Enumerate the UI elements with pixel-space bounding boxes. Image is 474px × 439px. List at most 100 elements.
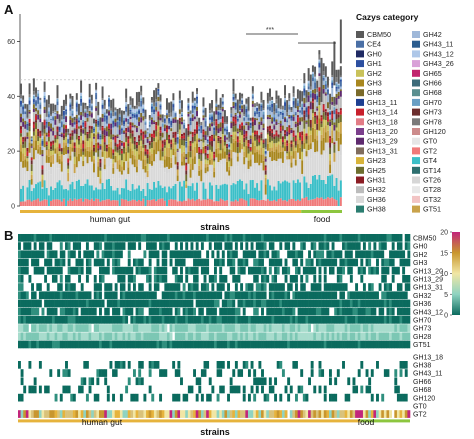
heatmap-cell: [321, 316, 325, 324]
bar-segment-ce4: [301, 109, 304, 115]
heatmap-cell: [114, 410, 118, 418]
heatmap-cell: [263, 340, 267, 349]
bar-segment-gh2: [318, 105, 321, 112]
heatmap-cell: [242, 266, 246, 275]
heatmap-cell: [255, 291, 259, 300]
heatmap-cell: [93, 410, 97, 418]
bar-segment-gh3: [24, 159, 27, 168]
heatmap-cell: [70, 283, 74, 291]
bar-segment-gh25: [28, 126, 31, 132]
heatmap-cell: [59, 307, 63, 316]
bar-segment-gh3: [20, 151, 22, 162]
bar-segment-gt2: [251, 198, 254, 206]
heatmap-cell: [20, 307, 24, 316]
heatmap-cell: [295, 234, 298, 242]
heatmap-cell: [143, 250, 147, 259]
heatmap-cell: [18, 340, 21, 349]
bar-segment-gh32: [307, 101, 310, 107]
bar-segment-gh13_14: [275, 132, 278, 136]
bar-segment-gh78: [208, 110, 211, 114]
heatmap-cell: [153, 307, 157, 316]
bar-segment-gh43_12: [264, 149, 267, 151]
heatmap-cell: [334, 316, 338, 324]
heatmap-cell: [221, 283, 225, 291]
heatmap-cell: [140, 258, 144, 267]
bar-segment-gt51: [339, 122, 342, 134]
bar-segment-gh31: [262, 139, 265, 141]
heatmap-cell: [240, 242, 244, 250]
heatmap-cell: [255, 242, 259, 250]
heatmap-cell: [172, 291, 176, 300]
bar-segment-gt4: [123, 188, 126, 200]
bar-segment-gh13_29: [238, 114, 241, 118]
bar-segment-gh25: [56, 135, 59, 140]
heatmap-cell: [336, 275, 340, 283]
heatmap-cell: [138, 316, 142, 324]
bar-segment-gh70: [39, 102, 42, 105]
heatmap-cell: [313, 299, 317, 308]
heatmap-cell: [101, 324, 105, 332]
bar-segment-gh8: [127, 126, 130, 128]
heatmap-cell: [159, 316, 163, 324]
bar-segment-gh13_29: [266, 116, 269, 120]
heatmap-cell: [190, 250, 194, 259]
heatmap-cell: [279, 291, 283, 300]
heatmap-cell: [250, 299, 254, 308]
bar-segment-gh36: [311, 145, 314, 176]
bar-segment-gh32: [71, 126, 74, 131]
bar-segment-gh3: [62, 147, 65, 155]
heatmap-cell: [214, 307, 217, 316]
bar-segment-gh13_29: [71, 122, 74, 127]
bar-segment-gh8: [226, 137, 229, 139]
heatmap-cell: [153, 410, 157, 418]
bar-segment-gh42: [288, 109, 291, 115]
bar-segment-gt4: [230, 185, 233, 202]
heatmap-cell: [93, 299, 97, 308]
heatmap-cell: [169, 299, 173, 308]
heatmap-cell: [336, 266, 340, 275]
bar-segment-gh42: [135, 119, 138, 126]
heatmap-cell: [352, 324, 356, 332]
bar-segment-gh70: [318, 61, 321, 64]
heatmap-cell: [140, 266, 144, 275]
heatmap-cell: [266, 299, 270, 308]
heatmap-cell: [339, 258, 343, 267]
bar-segment-gh25: [253, 136, 256, 141]
heatmap-cell: [263, 377, 267, 386]
bar-segment-gh42: [41, 146, 44, 151]
bar-segment-gt2: [281, 200, 284, 206]
heatmap-cell: [211, 332, 215, 341]
bar-segment-cbm50: [28, 83, 31, 95]
heatmap-cell: [151, 410, 155, 418]
heatmap-cell: [263, 266, 267, 275]
bar-segment-gh31: [47, 130, 50, 134]
bar-segment-gh8: [155, 106, 158, 111]
bar-segment-gt51: [67, 172, 70, 182]
bar-segment-ce4: [178, 101, 181, 103]
heatmap-cell: [386, 324, 390, 332]
bar-segment-gh32: [296, 111, 299, 116]
bar-segment-gh2: [20, 136, 22, 145]
heatmap-cell: [28, 340, 32, 349]
heatmap-cell: [339, 307, 343, 316]
bar-segment-gt26: [329, 173, 332, 176]
bar-segment-gt26: [294, 165, 297, 168]
bar-segment-gh43_12: [84, 108, 87, 111]
bar-segment-gh8: [30, 143, 33, 147]
bar-segment-gt2: [133, 199, 136, 206]
bar-segment-gh3: [50, 162, 53, 167]
legend-swatch: [356, 186, 364, 194]
bar-segment-gh31: [193, 129, 196, 132]
heatmap-cell: [349, 299, 353, 308]
heatmap-cell: [62, 316, 66, 324]
bar-segment-gt26: [92, 172, 95, 179]
heatmap-cell: [161, 332, 165, 341]
bar-segment-ce4: [60, 122, 63, 128]
bar-segment-gh13_14: [296, 117, 299, 123]
heatmap-cell: [237, 340, 241, 349]
heatmap-cell: [138, 234, 142, 242]
heatmap-cell: [396, 250, 400, 259]
bar-segment-gh43_12: [95, 90, 98, 94]
heatmap-cell: [25, 250, 29, 259]
heatmap-cell: [339, 332, 343, 341]
